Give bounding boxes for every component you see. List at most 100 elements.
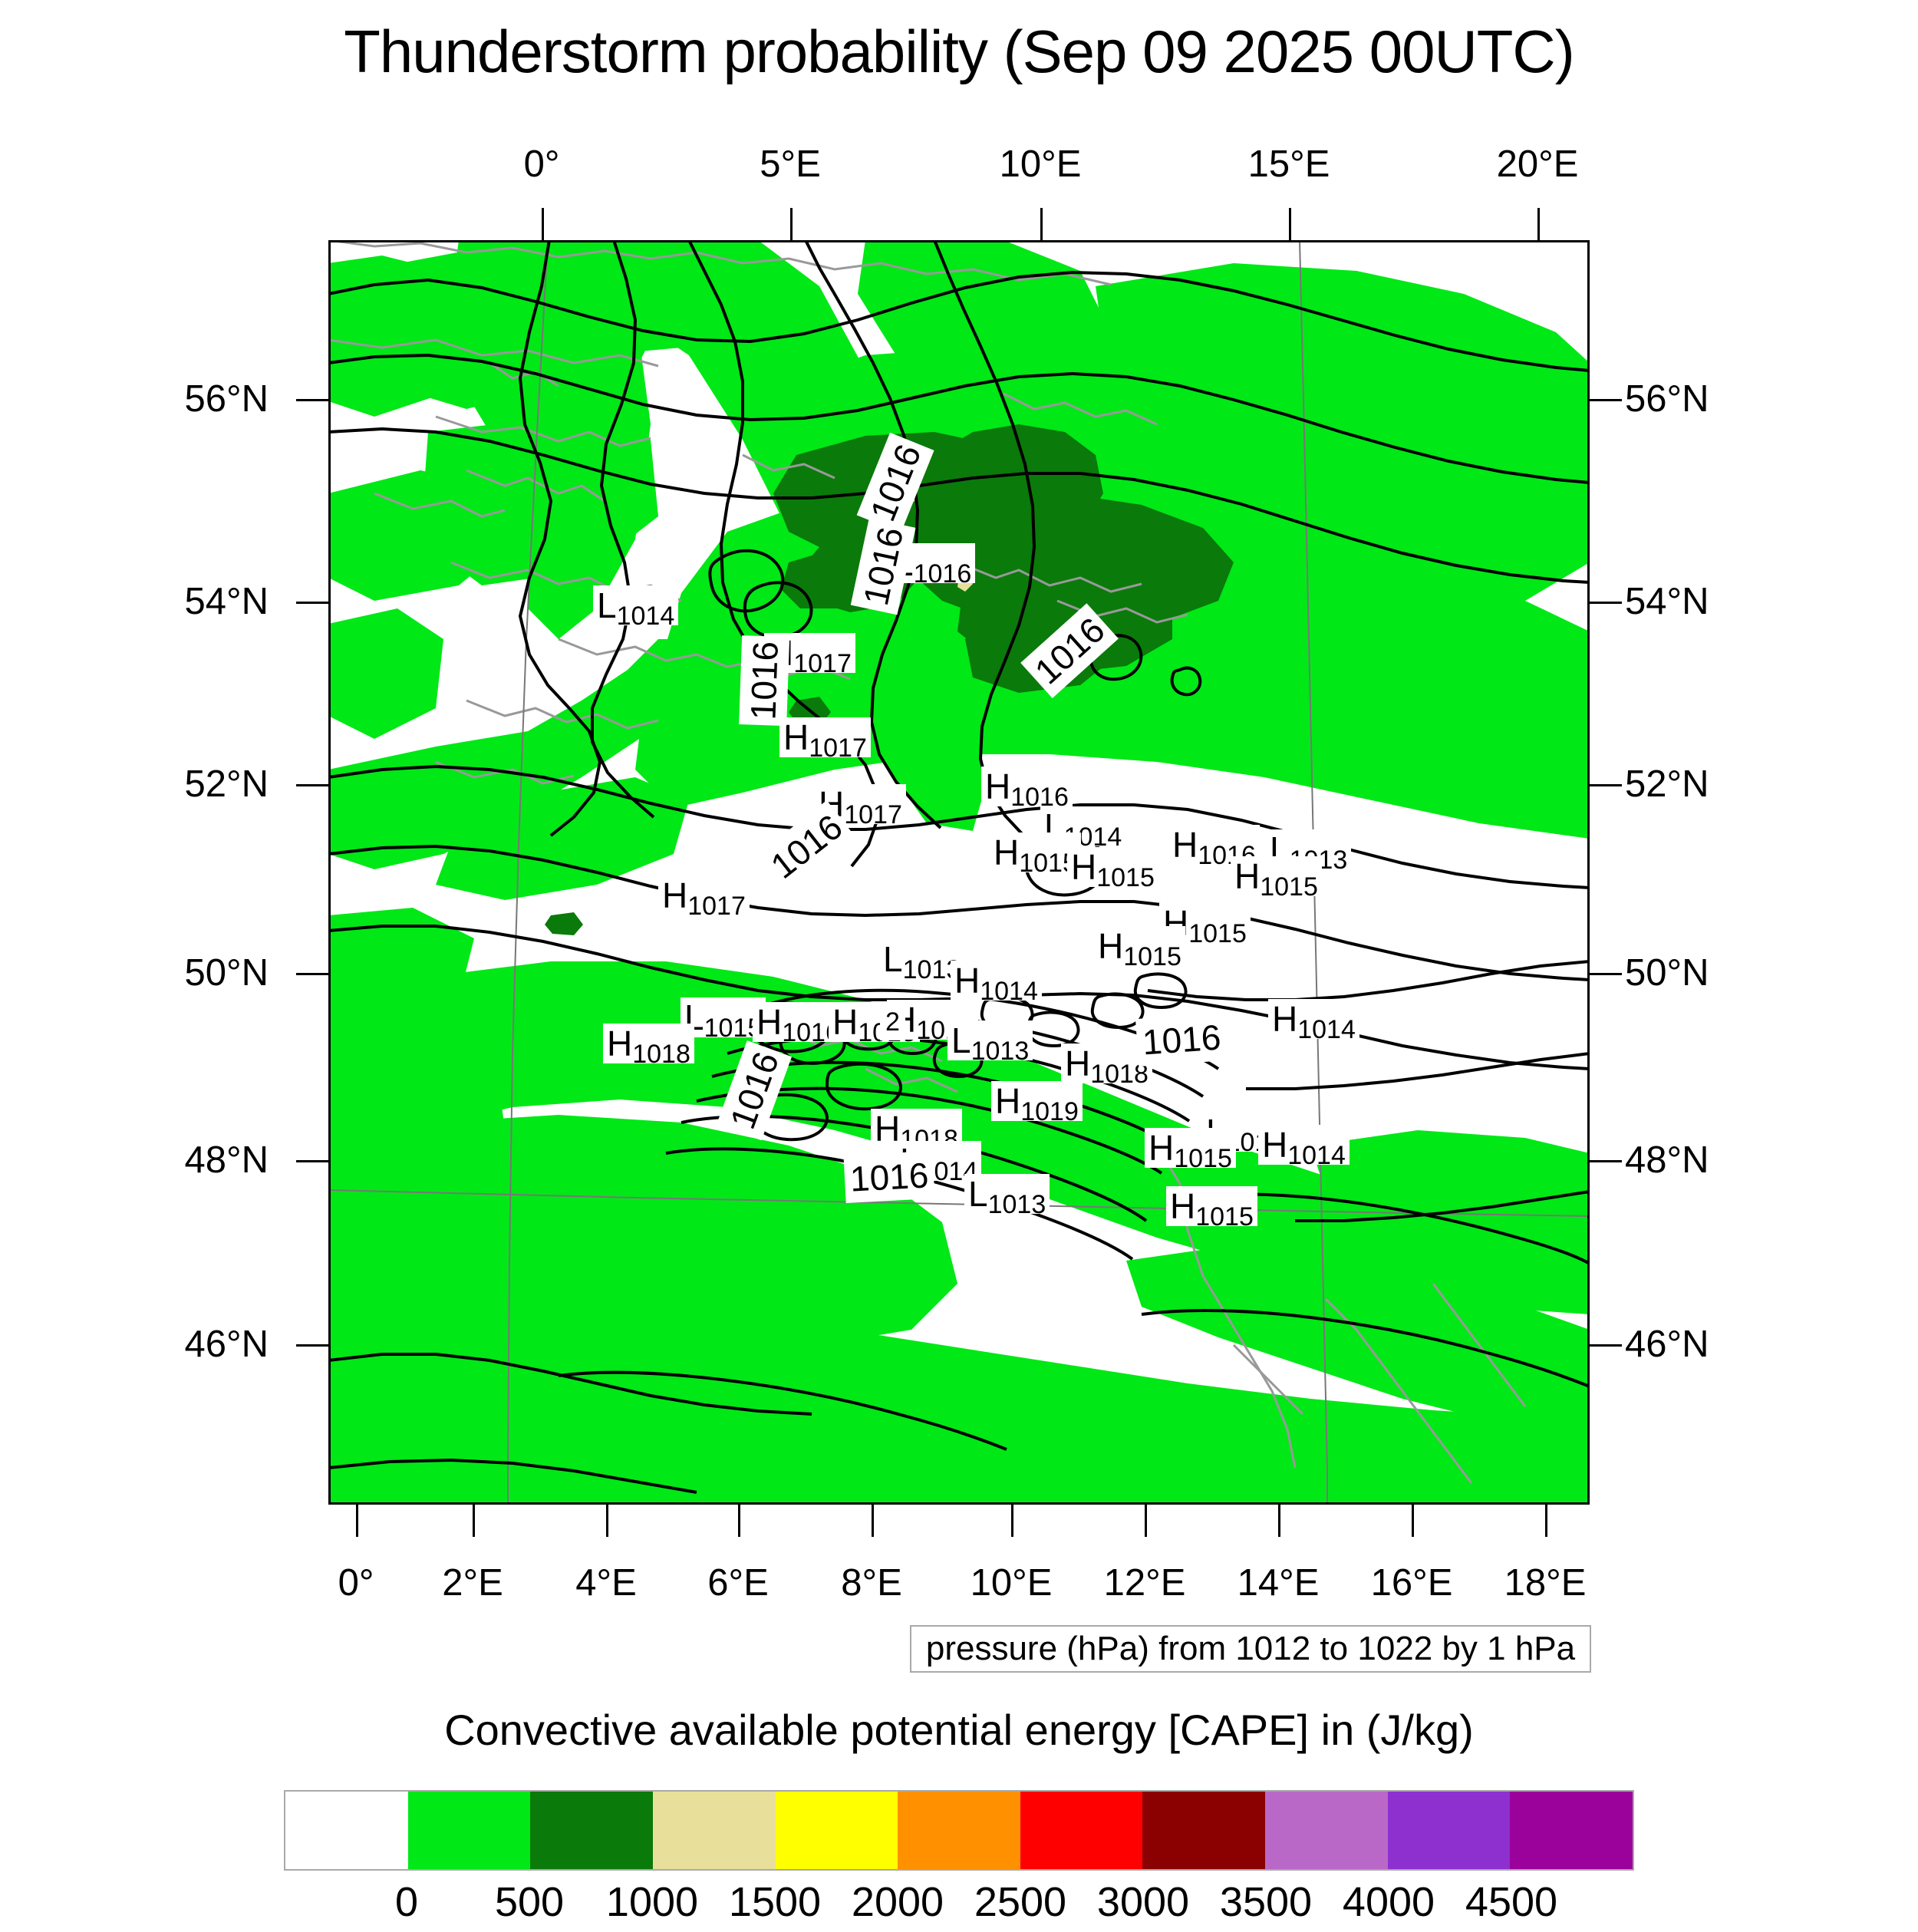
isobar-value-label-2: 1016 — [739, 635, 790, 727]
lat-label-right-0: 56°N — [1625, 378, 1709, 420]
lat-label-left-3: 50°N — [184, 952, 269, 994]
colorbar-swatch-8[interactable] — [1265, 1792, 1388, 1869]
colorbar-swatch-4[interactable] — [775, 1792, 898, 1869]
lon-tick-top-0 — [542, 208, 544, 240]
lat-tick-right-3 — [1590, 973, 1622, 975]
colorbar-tick-1000: 1000 — [605, 1879, 699, 1925]
lon-tick-bottom-5 — [1011, 1505, 1013, 1537]
colorbar[interactable] — [284, 1790, 1634, 1871]
pressure-high-label-14: H1017 — [658, 875, 750, 919]
pressure-high-label-3: H1017 — [779, 717, 871, 761]
colorbar-tick-3000: 3000 — [1096, 1879, 1190, 1925]
graticule — [328, 240, 1590, 1505]
lon-label-bottom-3: 6°E — [707, 1562, 769, 1604]
colorbar-swatch-6[interactable] — [1020, 1792, 1143, 1869]
lat-label-right-3: 50°N — [1625, 952, 1709, 994]
lat-label-left-5: 46°N — [184, 1324, 269, 1365]
colorbar-tick-1500: 1500 — [728, 1879, 822, 1925]
colorbar-tick-4000: 4000 — [1342, 1879, 1435, 1925]
lon-label-bottom-9: 18°E — [1504, 1562, 1587, 1604]
pressure-low-label-31: L1013 — [964, 1174, 1050, 1218]
colorbar-swatch-3[interactable] — [652, 1792, 776, 1869]
lon-tick-top-3 — [1289, 208, 1291, 240]
lat-label-right-4: 48°N — [1625, 1139, 1709, 1181]
lat-label-right-5: 46°N — [1625, 1324, 1709, 1365]
colorbar-tick-3500: 3500 — [1219, 1879, 1313, 1925]
colorbar-swatch-10[interactable] — [1510, 1792, 1633, 1869]
lat-label-right-2: 52°N — [1625, 763, 1709, 805]
isobar-value-label-6: 1016 — [1135, 1013, 1228, 1067]
lon-tick-bottom-4 — [872, 1505, 874, 1537]
lat-label-left-1: 54°N — [184, 581, 269, 622]
lon-tick-top-4 — [1537, 208, 1540, 240]
map-frame — [328, 240, 1590, 1505]
lon-label-bottom-7: 14°E — [1237, 1562, 1320, 1604]
lon-tick-bottom-1 — [473, 1505, 475, 1537]
map-panel[interactable]: L1014H1017L1016H1017H1017H1016L1014H1015… — [328, 240, 1590, 1505]
colorbar-title: Convective available potential energy [C… — [444, 1706, 1474, 1754]
pressure-high-label-24: H1014 — [1268, 999, 1359, 1043]
lat-label-left-0: 56°N — [184, 378, 269, 420]
lon-label-bottom-6: 12°E — [1103, 1562, 1186, 1604]
pressure-high-label-21: H1018 — [603, 1024, 694, 1067]
pressure-high-label-5: H1016 — [981, 767, 1073, 810]
lon-tick-bottom-8 — [1412, 1505, 1414, 1537]
lat-tick-right-5 — [1590, 1344, 1622, 1347]
lon-label-top-3: 15°E — [1247, 143, 1330, 185]
colorbar-swatch-1[interactable] — [407, 1792, 531, 1869]
page-title: Thunderstorm probability (Sep 09 2025 00… — [344, 18, 1574, 85]
lat-label-left-4: 48°N — [184, 1139, 269, 1181]
pressure-high-label-25: H1019 — [991, 1081, 1083, 1125]
lon-label-bottom-4: 8°E — [841, 1562, 902, 1604]
lat-tick-left-1 — [296, 602, 328, 604]
lon-tick-bottom-6 — [1145, 1505, 1147, 1537]
pressure-high-label-11: H1015 — [1231, 856, 1322, 900]
lon-label-top-2: 10°E — [999, 143, 1082, 185]
pressure-high-label-28: H1015 — [1145, 1128, 1236, 1172]
pressure-low-label-0: L1014 — [593, 585, 679, 629]
colorbar-swatch-7[interactable] — [1142, 1792, 1266, 1869]
lat-label-right-1: 54°N — [1625, 581, 1709, 622]
pressure-high-label-32: H1015 — [1166, 1186, 1257, 1230]
lon-label-top-0: 0° — [523, 143, 560, 185]
isobar-value-label-7: 1016 — [843, 1150, 935, 1204]
lon-label-bottom-5: 10°E — [970, 1562, 1053, 1604]
lon-label-bottom-1: 2°E — [442, 1562, 503, 1604]
lon-tick-bottom-3 — [738, 1505, 740, 1537]
lon-tick-top-2 — [1040, 208, 1043, 240]
lat-tick-left-5 — [296, 1344, 328, 1347]
lon-label-bottom-2: 4°E — [575, 1562, 637, 1604]
pressure-low-label-22: L1013 — [947, 1020, 1033, 1064]
colorbar-tick-0: 0 — [394, 1879, 419, 1925]
lon-label-top-4: 20°E — [1496, 143, 1579, 185]
pressure-high-label-4: H1017 — [815, 784, 906, 828]
lat-tick-left-0 — [296, 399, 328, 401]
colorbar-tick-2500: 2500 — [974, 1879, 1067, 1925]
coastlines — [328, 240, 1527, 1484]
colorbar-ticks: 0 500 1000 1500 2000 2500 3000 3500 4000 4500 — [284, 1878, 1634, 1932]
lon-tick-bottom-7 — [1278, 1505, 1280, 1537]
colorbar-tick-4500: 4500 — [1465, 1879, 1558, 1925]
colorbar-swatch-5[interactable] — [898, 1792, 1020, 1869]
colorbar-swatch-9[interactable] — [1387, 1792, 1511, 1869]
pressure-high-label-29: H1014 — [1258, 1125, 1350, 1169]
lon-tick-bottom-9 — [1545, 1505, 1547, 1537]
colorbar-swatch-2[interactable] — [530, 1792, 653, 1869]
lat-tick-right-2 — [1590, 784, 1622, 786]
lat-tick-right-1 — [1590, 602, 1622, 604]
extra-mark-0: 2 — [880, 1004, 905, 1040]
lon-tick-bottom-2 — [606, 1505, 608, 1537]
lat-tick-right-0 — [1590, 399, 1622, 401]
lat-tick-right-4 — [1590, 1160, 1622, 1162]
lon-tick-bottom-0 — [356, 1505, 358, 1537]
lon-label-bottom-0: 0° — [338, 1562, 374, 1604]
colorbar-swatch-0[interactable] — [285, 1792, 408, 1869]
pressure-high-label-16: H1014 — [951, 961, 1042, 1004]
colorbar-tick-2000: 2000 — [851, 1879, 944, 1925]
pressure-note: pressure (hPa) from 1012 to 1022 by 1 hP… — [910, 1625, 1591, 1673]
lat-tick-left-4 — [296, 1160, 328, 1162]
lon-tick-top-1 — [790, 208, 793, 240]
lat-label-left-2: 52°N — [184, 763, 269, 805]
pressure-high-label-8: H1015 — [1067, 847, 1158, 891]
lon-label-bottom-8: 16°E — [1370, 1562, 1453, 1604]
